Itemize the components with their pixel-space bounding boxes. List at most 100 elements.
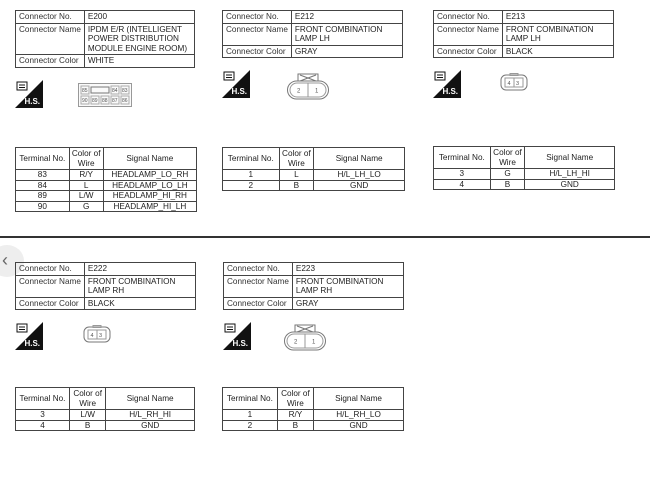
connector-color-value: GRAY <box>291 296 405 310</box>
signal-name-header: Signal Name <box>102 147 198 170</box>
color-of-wire-header: Color of Wire <box>68 147 104 170</box>
wire-color: L <box>278 169 315 181</box>
wire-color: R/Y <box>68 169 104 181</box>
hs-label: H.S. <box>24 97 40 106</box>
hs-label: H.S. <box>231 87 247 96</box>
signal-name: GND <box>524 178 615 190</box>
pin-label: 2 <box>294 340 298 346</box>
signal-name: HEADLAMP_HI_RH <box>102 190 198 202</box>
connector-info-e212: Connector No. E212 Connector Name FRONT CO… <box>222 10 404 58</box>
color-of-wire-header: Color of Wire <box>489 146 526 169</box>
terminal-table-e223: Terminal No. Color of Wire Signal Name 1 R/Y… <box>222 387 404 431</box>
pin-label: 87 <box>112 98 118 104</box>
terminal-table-e212: Terminal No. Color of Wire Signal Name 1 L H/… <box>222 147 405 191</box>
table-row: 1 L H/L_LH_LO <box>222 169 405 181</box>
color-of-wire-header: Color of Wire <box>276 387 315 410</box>
section-divider <box>0 236 650 238</box>
signal-name-header: Signal Name <box>105 387 195 410</box>
table-row: 4 B GND <box>15 419 195 431</box>
terminal-no: 3 <box>15 409 70 421</box>
table-row: 90 G HEADLAMP_HI_LH <box>15 200 198 212</box>
pin-label: 4 <box>91 333 94 339</box>
terminal-table-e213: Terminal No. Color of Wire Signal Name 3 G H/… <box>433 146 615 190</box>
pin-label: 88 <box>102 98 108 104</box>
terminal-no: 4 <box>15 419 70 431</box>
pin-label: 83 <box>122 88 128 94</box>
connector-no-label: Connector No. <box>223 262 293 276</box>
wire-color: L/W <box>68 409 107 421</box>
harness-side-icon: H.S. <box>223 322 251 350</box>
wire-color: B <box>278 179 315 191</box>
wire-color: B <box>68 419 107 431</box>
connector-name-value: FRONT COMBINATION LAMP RH <box>291 274 405 298</box>
terminal-no: 1 <box>222 169 280 181</box>
signal-name: HEADLAMP_LO_RH <box>102 169 198 181</box>
signal-name: H/L_LH_LO <box>313 169 405 181</box>
terminal-table-e200: Terminal No. Color of Wire Signal Name 83 R/… <box>15 147 198 212</box>
color-of-wire-header: Color of Wire <box>68 387 107 410</box>
signal-name: H/L_RH_LO <box>313 409 404 421</box>
connector-no-value: E212 <box>290 10 404 24</box>
table-row: 84 L HEADLAMP_LO_LH <box>15 179 198 191</box>
connector-no-value: E213 <box>501 10 615 24</box>
pin-label: 89 <box>92 98 98 104</box>
pin-label: 90 <box>82 98 88 104</box>
terminal-no-header: Terminal No. <box>222 387 278 410</box>
connector-no-label: Connector No. <box>222 10 292 24</box>
terminal-no: 1 <box>222 409 278 421</box>
back-button[interactable]: ‹ <box>0 245 24 277</box>
harness-side-icon: H.S. <box>15 322 43 350</box>
table-row: 4 B GND <box>433 178 615 190</box>
signal-name-header: Signal Name <box>524 146 615 169</box>
hs-label: H.S. <box>442 87 458 96</box>
table-row: 2 B GND <box>222 179 405 191</box>
pin-label: 3 <box>99 333 102 339</box>
connector-color-label: Connector Color <box>433 44 503 58</box>
signal-name-header: Signal Name <box>313 387 404 410</box>
table-row: 3 G H/L_LH_HI <box>433 168 615 180</box>
wire-color: B <box>489 178 526 190</box>
terminal-table-e222: Terminal No. Color of Wire Signal Name 3 L/W… <box>15 387 195 431</box>
pin-label: 85 <box>82 88 88 94</box>
table-row: 3 L/W H/L_RH_HI <box>15 409 195 421</box>
signal-name-header: Signal Name <box>313 147 405 170</box>
connector-color-value: BLACK <box>501 44 615 58</box>
terminal-no: 89 <box>15 190 70 202</box>
connector-info-e213: Connector No. E213 Connector Name FRONT CO… <box>433 10 615 58</box>
harness-side-icon: H.S. <box>433 70 461 98</box>
connector-name-label: Connector Name <box>223 274 293 298</box>
pin-label: 4 <box>508 81 511 87</box>
harness-side-icon: H.S. <box>222 70 250 98</box>
terminal-no-header: Terminal No. <box>15 147 70 170</box>
table-row: 89 L/W HEADLAMP_HI_RH <box>15 190 198 202</box>
terminal-no: 83 <box>15 169 70 181</box>
connector-no-value: E200 <box>83 10 196 24</box>
ipdm-connector-icon: 85 84 83 90 89 88 87 86 <box>78 83 132 112</box>
connector-no-label: Connector No. <box>15 262 85 276</box>
harness-side-icon: H.S. <box>15 80 43 108</box>
wire-color: B <box>276 419 315 431</box>
connector-no-label: Connector No. <box>433 10 503 24</box>
connector-info-e200: Connector No. E200 Connector Name IPDM E/R… <box>15 10 196 68</box>
terminal-no-header: Terminal No. <box>433 146 491 169</box>
connector-name-value: FRONT COMBINATION LAMP RH <box>83 274 197 298</box>
wire-color: G <box>68 200 104 212</box>
connector-color-value: BLACK <box>83 296 197 310</box>
signal-name: HEADLAMP_LO_LH <box>102 179 198 191</box>
connector-name-value: FRONT COMBINATION LAMP LH <box>290 22 404 46</box>
terminal-no: 84 <box>15 179 70 191</box>
wire-color: R/Y <box>276 409 315 421</box>
signal-name: GND <box>313 179 405 191</box>
connector-info-e223: Connector No. E223 Connector Name FRONT CO… <box>223 262 405 310</box>
connector-name-label: Connector Name <box>15 22 85 55</box>
signal-name: GND <box>105 419 195 431</box>
table-row: 2 B GND <box>222 419 404 431</box>
connector-color-label: Connector Color <box>223 296 293 310</box>
table-row: 1 R/Y H/L_RH_LO <box>222 409 404 421</box>
connector-color-value: WHITE <box>83 54 196 68</box>
terminal-no-header: Terminal No. <box>15 387 70 410</box>
